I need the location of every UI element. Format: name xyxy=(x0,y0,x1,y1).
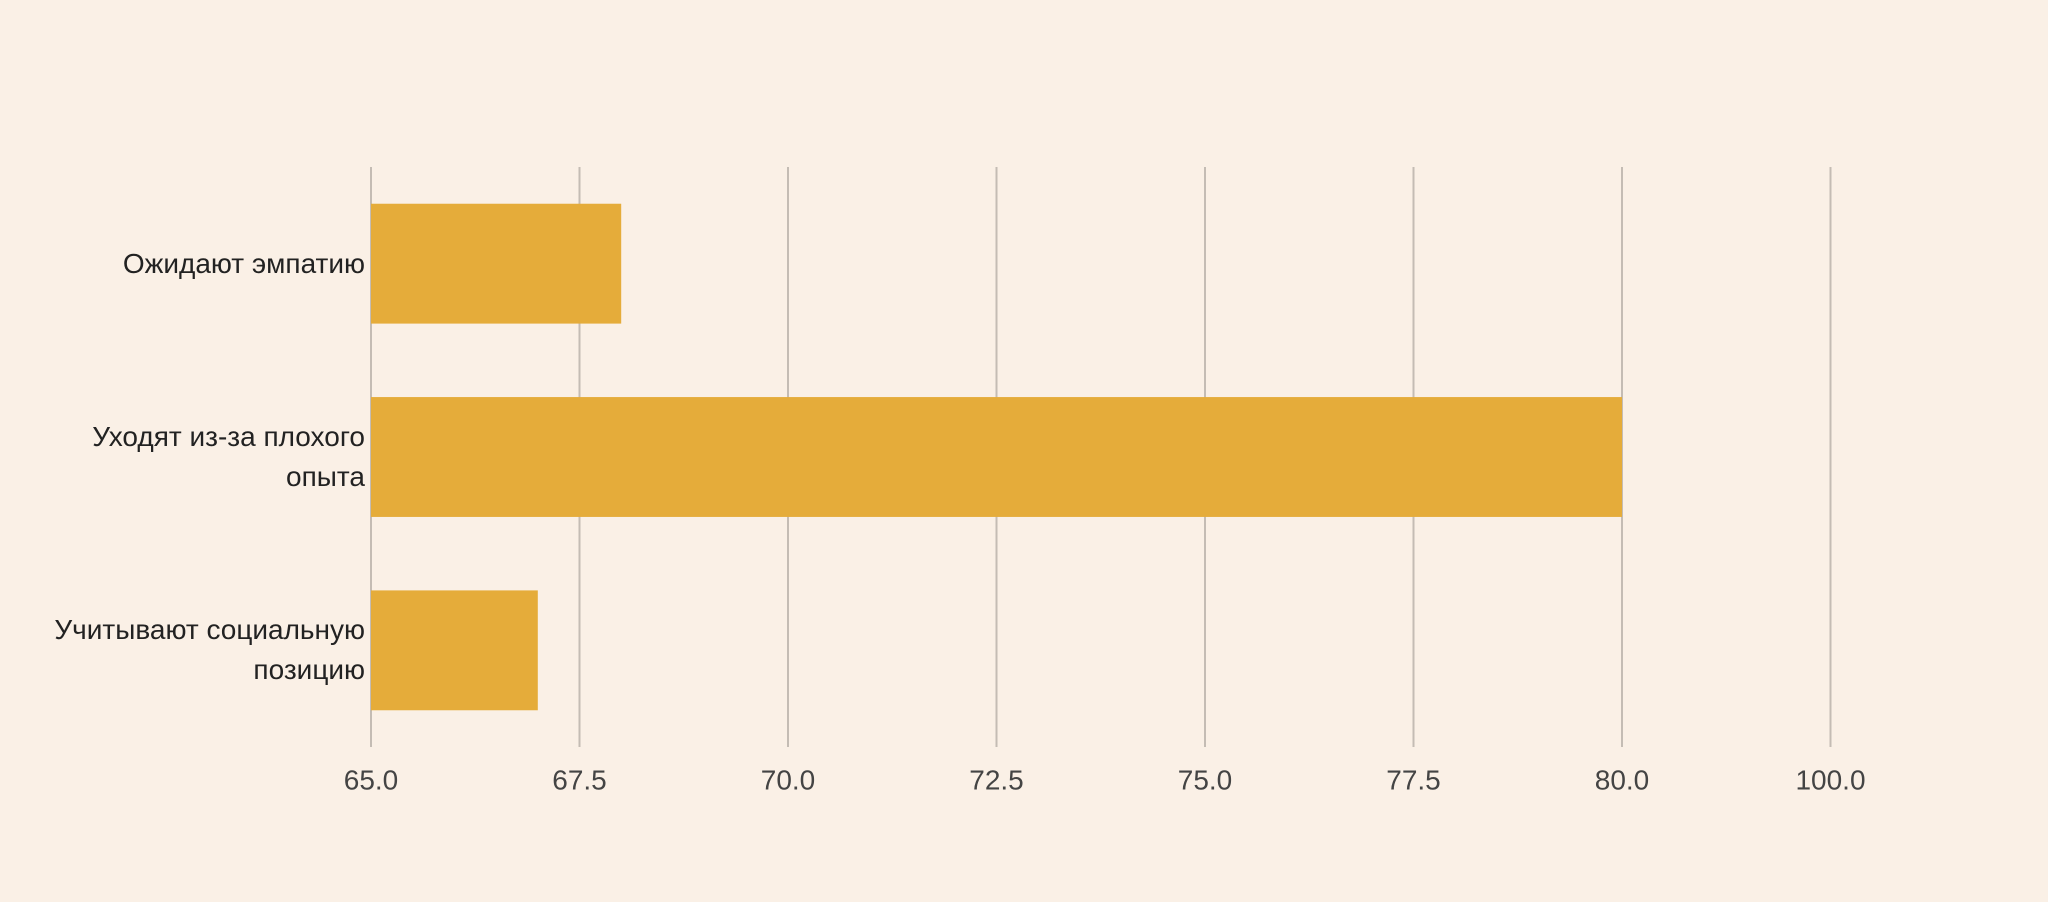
x-tick-label: 67.5 xyxy=(552,764,607,795)
x-tick-label: 77.5 xyxy=(1386,764,1441,795)
bar xyxy=(371,203,622,324)
x-tick-label: 70.0 xyxy=(761,764,816,795)
y-tick-label: Учитывают социальную позицию xyxy=(54,614,365,686)
x-tick-label: 65.0 xyxy=(344,764,399,795)
x-tick-label: 100.0 xyxy=(1795,764,1865,795)
y-tick-label: Уходят из-за плохого опыта xyxy=(92,421,365,492)
x-tick-label: 72.5 xyxy=(969,764,1024,795)
bar xyxy=(371,397,1622,517)
y-tick-label: Ожидают эмпатию xyxy=(122,247,365,279)
x-tick-label: 80.0 xyxy=(1595,764,1650,795)
x-tick-label: 75.0 xyxy=(1178,764,1233,795)
bar xyxy=(371,590,538,711)
